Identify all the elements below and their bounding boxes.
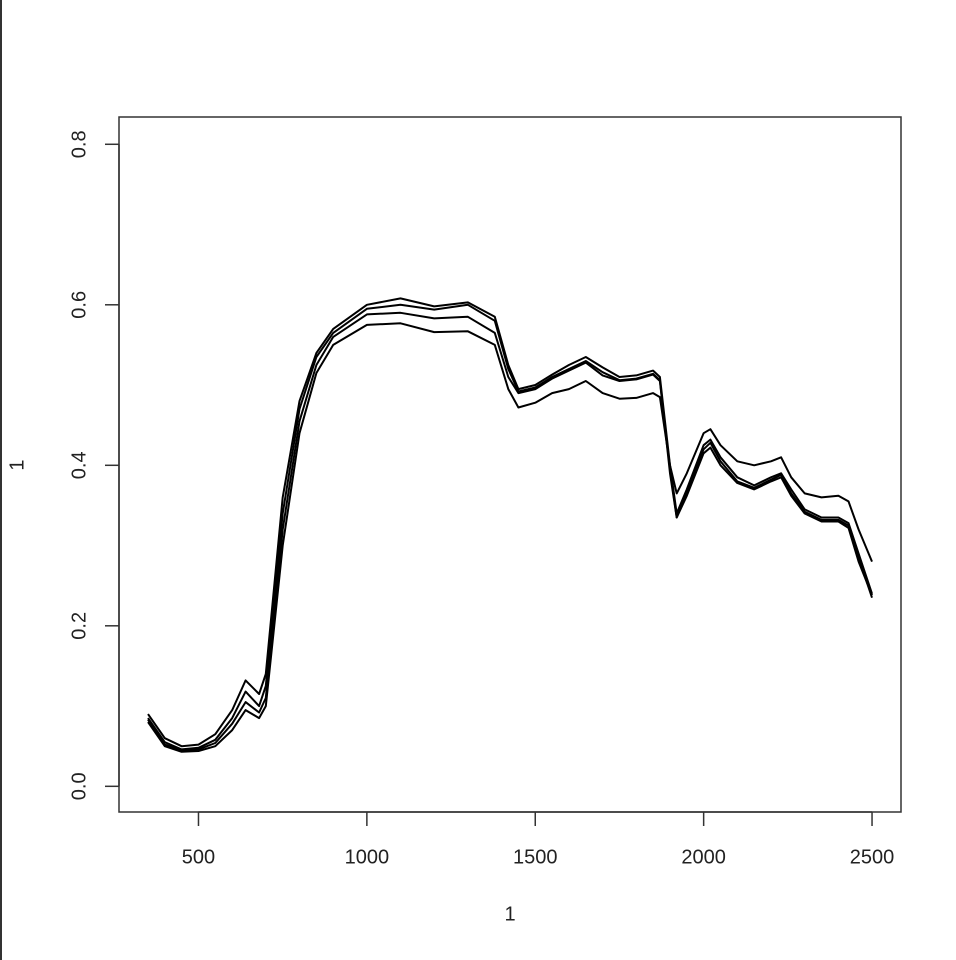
x-tick-label: 500 — [182, 846, 215, 868]
y-axis-label: 1 — [6, 459, 28, 470]
y-tick-label: 0.2 — [68, 612, 90, 640]
series-line — [147, 297, 873, 748]
y-tick-label: 0.4 — [68, 451, 90, 479]
x-tick-label: 2500 — [850, 846, 895, 868]
series-line — [147, 303, 873, 751]
series-line — [147, 311, 873, 752]
x-axis-label: 1 — [504, 903, 515, 925]
x-tick-label: 1500 — [513, 846, 558, 868]
y-tick-label: 0.8 — [68, 130, 90, 158]
x-tick-label: 1000 — [345, 846, 390, 868]
series-line — [147, 322, 873, 753]
y-tick-label: 0.0 — [68, 772, 90, 800]
y-tick-label: 0.6 — [68, 291, 90, 319]
x-tick-label: 2000 — [681, 846, 726, 868]
